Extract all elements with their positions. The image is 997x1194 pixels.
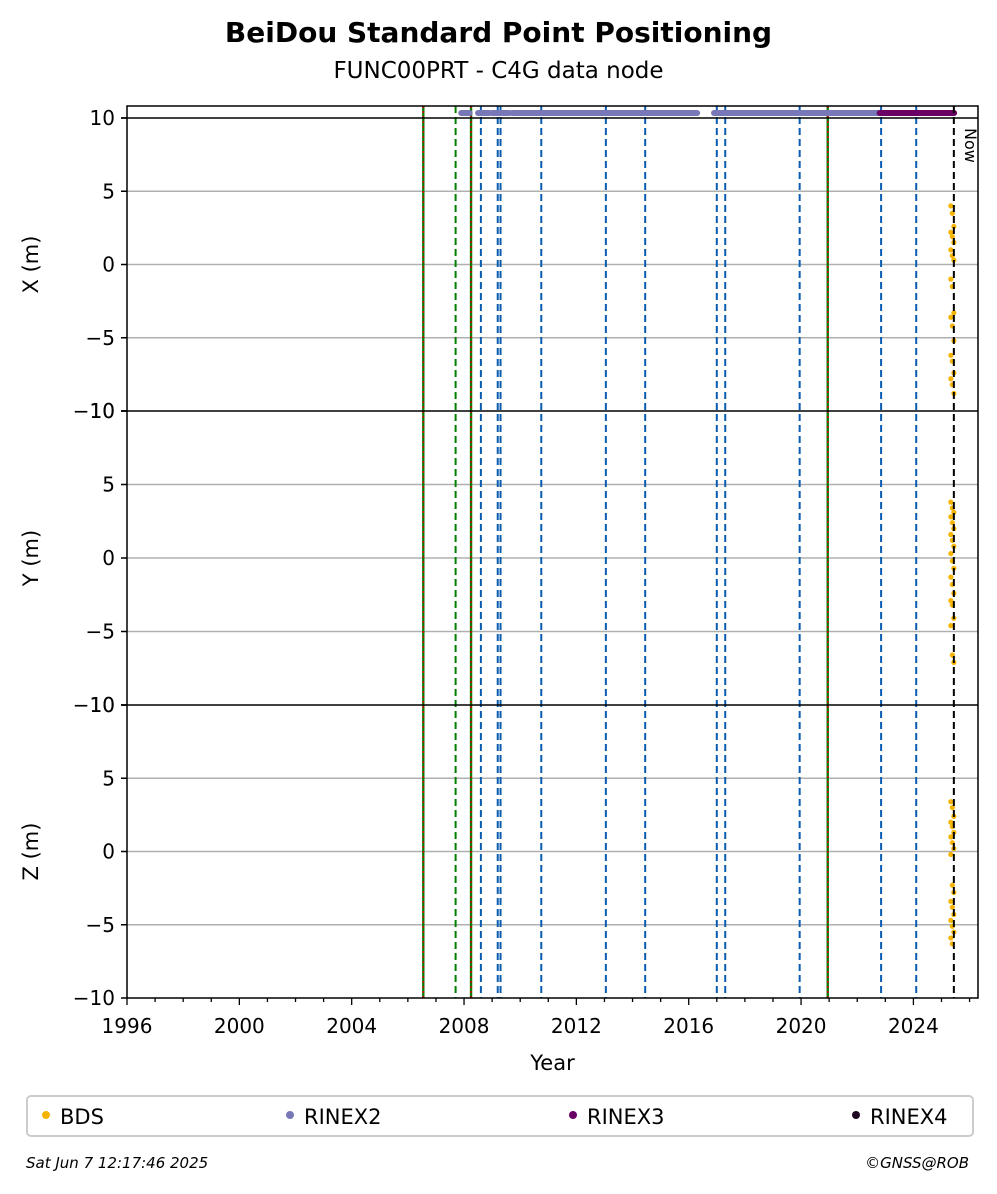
bds-point (948, 623, 954, 629)
y-tick-label: −10 (73, 399, 115, 423)
legend-label: RINEX2 (304, 1105, 382, 1129)
bds-point (948, 376, 954, 382)
legend-label: RINEX3 (587, 1105, 665, 1129)
bds-point (948, 276, 954, 282)
y-tick-label: 5 (102, 179, 115, 203)
y-tick-label: −10 (73, 693, 115, 717)
footer-credit: ©GNSS@ROB (865, 1154, 969, 1172)
legend-item-rinex3: RINEX3 (569, 1105, 665, 1129)
legend-marker-rinex3 (569, 1111, 577, 1119)
y-tick-label: 10 (90, 399, 115, 423)
footer-timestamp: Sat Jun 7 12:17:46 2025 (26, 1154, 209, 1172)
y-tick-label: 5 (102, 473, 115, 497)
legend-item-bds: BDS (42, 1105, 104, 1129)
chart-subtitle: FUNC00PRT - C4G data node (333, 58, 664, 84)
legend-item-rinex4: RINEX4 (852, 1105, 948, 1129)
plot-frame (126, 105, 979, 999)
bds-point (948, 514, 954, 520)
y-tick-label: 0 (102, 253, 115, 277)
legend-label: RINEX4 (870, 1105, 948, 1129)
y-tick-label: 10 (90, 693, 115, 717)
bds-point (948, 352, 954, 358)
legend-marker-rinex4 (852, 1111, 860, 1119)
bds-point (951, 509, 957, 516)
y-tick-label: 10 (90, 106, 115, 130)
legend: BDS RINEX2 RINEX3 RINEX4 (26, 1095, 974, 1137)
now-label: Now (961, 128, 980, 163)
bds-point (948, 935, 954, 941)
chart-title: BeiDou Standard Point Positioning (224, 16, 773, 49)
bds-point (949, 234, 955, 240)
bds-point (948, 550, 954, 557)
bds-point (948, 851, 954, 858)
bds-point (948, 229, 954, 235)
x-tick-label: 2008 (439, 1014, 490, 1038)
y-tick-label: −5 (86, 913, 115, 937)
bds-point (948, 499, 954, 505)
y-axis-label: X (m) (19, 236, 43, 294)
x-tick-label: 2020 (776, 1014, 827, 1038)
legend-item-rinex2: RINEX2 (286, 1105, 382, 1129)
x-tick-label: 2004 (326, 1014, 377, 1038)
bds-point (948, 314, 954, 320)
x-tick-label: 2000 (214, 1014, 265, 1038)
x-tick-label: 2012 (551, 1014, 602, 1038)
x-axis-label: Year (529, 1051, 575, 1075)
y-axis-label: Z (m) (19, 823, 43, 881)
y-tick-label: −10 (73, 986, 115, 1010)
bds-point (948, 203, 954, 209)
legend-label: BDS (60, 1105, 104, 1129)
bds-point (949, 804, 955, 811)
x-tick-label: 1996 (102, 1014, 153, 1038)
x-tick-label: 2024 (888, 1014, 939, 1038)
legend-marker-bds (42, 1111, 50, 1119)
bds-point (948, 247, 954, 253)
x-tick-label: 2016 (663, 1014, 714, 1038)
bds-point (948, 574, 954, 580)
bds-point (948, 531, 954, 538)
bds-point (948, 799, 954, 805)
bds-point (948, 917, 954, 923)
bds-point (948, 834, 954, 840)
y-tick-label: −5 (86, 326, 115, 350)
bds-point (951, 223, 957, 230)
y-tick-label: 0 (102, 546, 115, 570)
y-axis-label: Y (m) (19, 530, 43, 587)
bds-point (948, 898, 954, 904)
bds-point (949, 882, 955, 888)
bds-point (951, 310, 957, 316)
legend-marker-rinex2 (286, 1111, 294, 1119)
bds-point (948, 598, 954, 604)
y-tick-label: −5 (86, 620, 115, 644)
bds-point (948, 819, 954, 825)
y-tick-label: 0 (102, 840, 115, 864)
y-tick-label: 5 (102, 766, 115, 790)
bds-point (949, 904, 955, 910)
